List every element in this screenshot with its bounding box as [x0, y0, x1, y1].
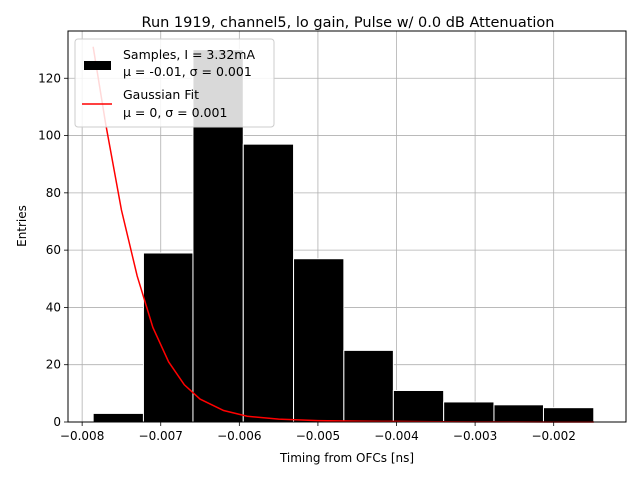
x-axis-label: Timing from OFCs [ns] — [279, 451, 414, 465]
x-tick-label: −0.003 — [453, 429, 497, 443]
y-axis-label: Entries — [15, 205, 29, 247]
x-tick-label: −0.004 — [374, 429, 418, 443]
y-tick-label: 20 — [46, 358, 61, 372]
y-axis: 0 20 40 60 80 100 120 — [38, 71, 68, 429]
histogram-bar — [443, 401, 495, 423]
legend-box — [74, 38, 275, 128]
y-tick-label: 100 — [38, 129, 61, 143]
histogram-bar — [92, 412, 144, 423]
legend: Samples, I = 3.32mA μ = -0.01, σ = 0.001… — [74, 38, 275, 128]
y-tick-label: 40 — [46, 300, 61, 314]
y-tick-label: 60 — [46, 243, 61, 257]
legend-samples-line1: Samples, I = 3.32mA — [123, 47, 255, 62]
histogram-bar — [343, 349, 394, 423]
histogram-bar — [242, 143, 295, 423]
histogram-bar — [392, 389, 445, 423]
chart-title: Run 1919, channel5, lo gain, Pulse w/ 0.… — [142, 15, 555, 31]
legend-fit-line1: Gaussian Fit — [123, 87, 199, 102]
x-tick-label: −0.006 — [217, 429, 261, 443]
x-tick-label: −0.008 — [60, 429, 104, 443]
legend-samples-line2: μ = -0.01, σ = 0.001 — [123, 64, 252, 79]
plot-frame — [67, 30, 627, 423]
x-tick-label: −0.007 — [139, 429, 183, 443]
y-tick-label: 0 — [53, 415, 61, 429]
histogram-bar — [293, 258, 345, 423]
x-tick-label: −0.002 — [531, 429, 575, 443]
histogram-bar — [493, 404, 544, 423]
y-tick-label: 120 — [38, 71, 61, 85]
x-tick-label: −0.005 — [296, 429, 340, 443]
histogram-bar — [142, 252, 194, 423]
legend-swatch-samples — [84, 61, 111, 70]
legend-fit-line2: μ = 0, σ = 0.001 — [123, 105, 227, 120]
histogram-bar — [542, 407, 595, 423]
x-axis: −0.008 −0.007 −0.006 −0.005 −0.004 −0.003 −0.0… — [60, 422, 576, 443]
y-tick-label: 80 — [46, 186, 61, 200]
